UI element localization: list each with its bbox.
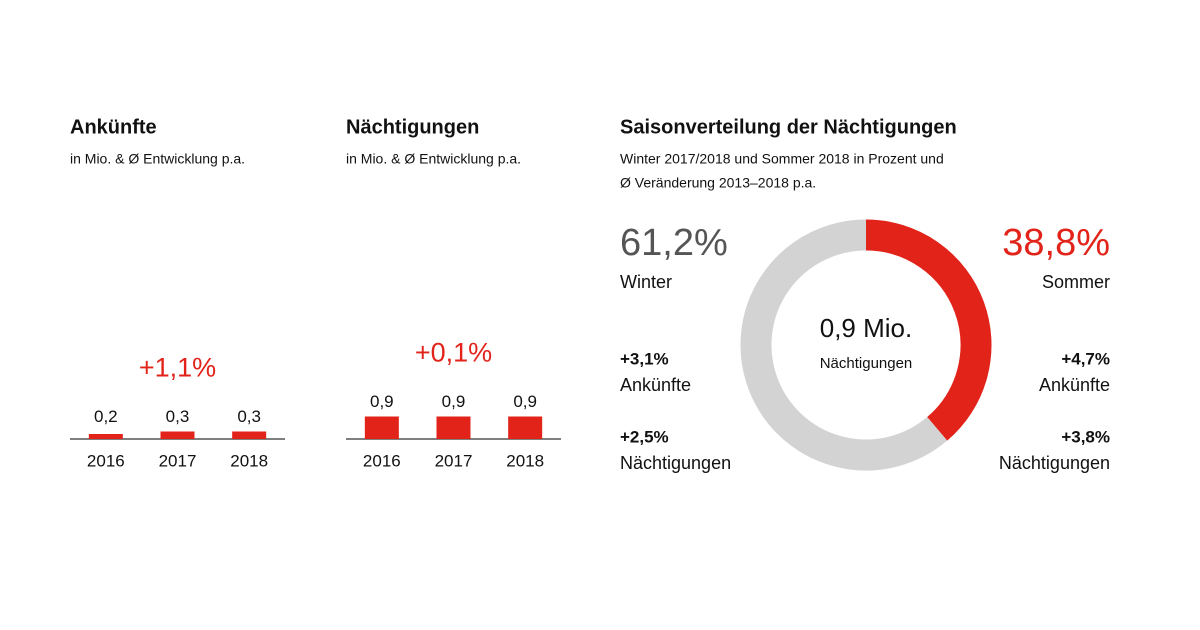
detail-value: +4,7% [1061,349,1110,368]
detail-label: Nächtigungen [620,453,731,473]
chart-subtitle: in Mio. & Ø Entwicklung p.a. [70,151,245,167]
detail-label: Nächtigungen [999,453,1110,473]
chart-subtitle: Ø Veränderung 2013–2018 p.a. [620,175,816,191]
detail-value: +3,1% [620,349,669,368]
bar [436,416,471,439]
x-tick-label: 2016 [87,451,125,470]
x-tick-label: 2017 [435,451,473,470]
value-label: 0,9 [370,392,394,411]
center-value: 0,9 Mio. [820,313,913,343]
value-label: 0,2 [94,407,118,426]
chart-subtitle: in Mio. & Ø Entwicklung p.a. [346,151,521,167]
donut-segment [865,219,992,441]
value-label: 0,3 [166,407,190,426]
chart-subtitle: Winter 2017/2018 und Sommer 2018 in Proz… [620,151,944,167]
chart-title: Nächtigungen [346,116,479,138]
bar [364,416,399,439]
bar [160,431,195,439]
bar [232,431,267,439]
chart-title: Saisonverteilung der Nächtigungen [620,116,957,138]
value-label: 0,9 [513,392,537,411]
x-tick-label: 2017 [159,451,197,470]
segment-value-label: 38,8% [1002,222,1110,264]
detail-value: +2,5% [620,427,669,446]
bar [508,416,543,439]
value-label: 0,9 [442,392,466,411]
chart-title: Ankünfte [70,116,157,138]
bar [88,434,123,439]
segment-value-label: 61,2% [620,222,728,264]
segment-label: Sommer [1042,272,1110,292]
value-label: 0,3 [237,407,261,426]
x-tick-label: 2018 [506,451,544,470]
segment-label: Winter [620,272,672,292]
detail-label: Ankünfte [1039,375,1110,395]
x-tick-label: 2018 [230,451,268,470]
center-label: Nächtigungen [820,355,913,372]
annotation: +0,1% [415,338,492,368]
detail-label: Ankünfte [620,375,691,395]
x-tick-label: 2016 [363,451,401,470]
detail-value: +3,8% [1061,427,1110,446]
annotation: +1,1% [139,353,216,383]
donut-segment [740,219,948,471]
